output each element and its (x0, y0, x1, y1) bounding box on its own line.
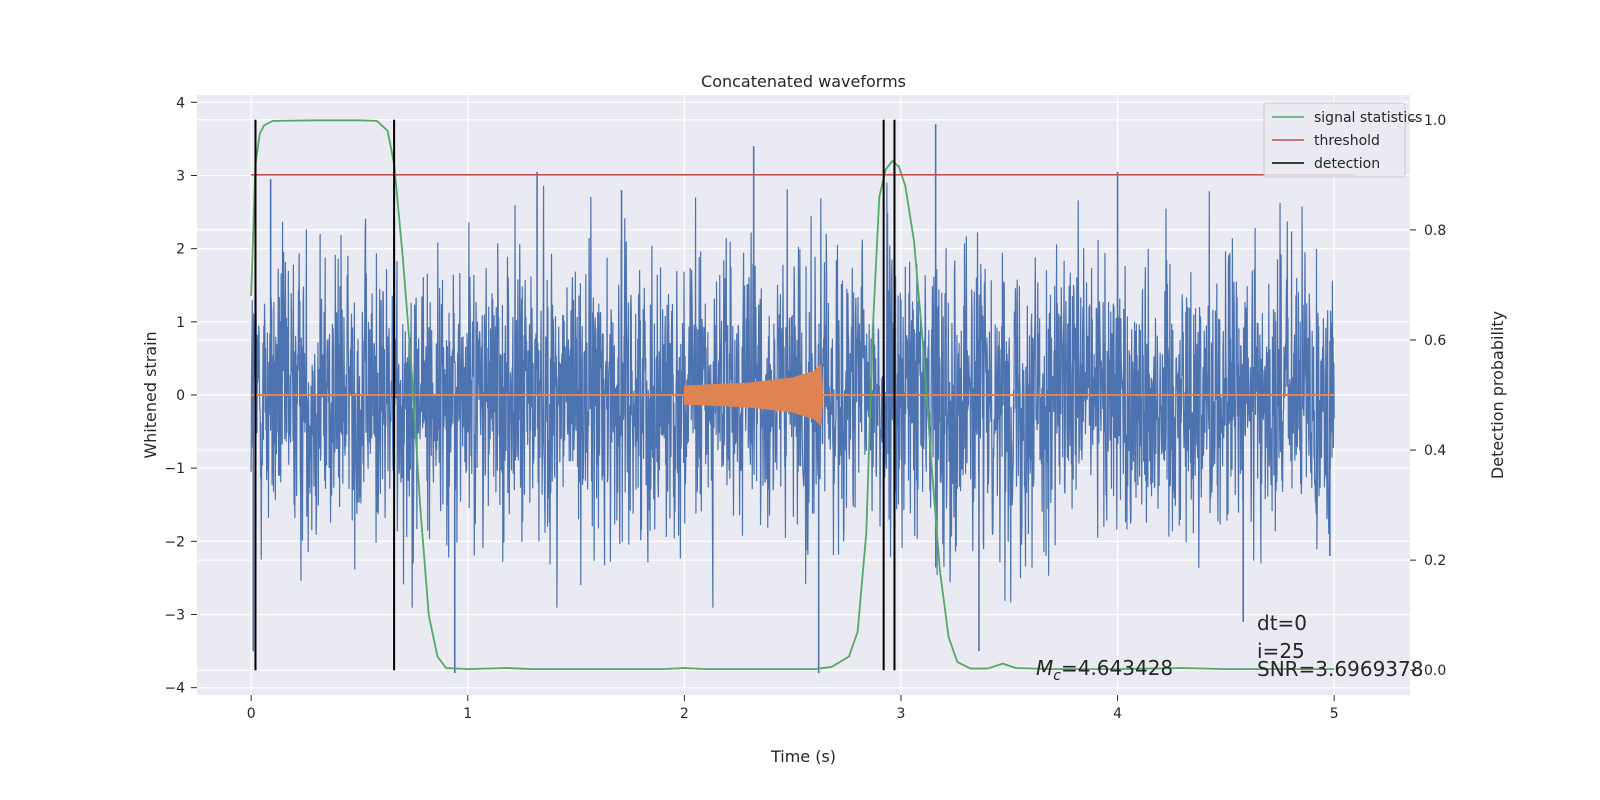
y2-tick-label: 0.6 (1424, 333, 1446, 349)
y-tick-label: 1 (176, 315, 185, 331)
y2-axis-label: Detection probability (1488, 311, 1507, 479)
chirp-mass-symbol: M (1036, 656, 1053, 680)
y-axis-label: Whitened strain (141, 331, 160, 458)
chirp-mass-subscript: c (1053, 668, 1061, 684)
x-tick-label: 4 (1113, 706, 1122, 722)
x-axis-label: Time (s) (770, 747, 836, 766)
y-tick-label: −3 (164, 608, 185, 624)
detection-overlay (250, 119, 1356, 671)
annotation-i: i=25 (1257, 639, 1305, 663)
chirp-mass-value: =4.643428 (1061, 656, 1173, 680)
chart-title: Concatenated waveforms (701, 72, 906, 91)
y2-tick-label: 0.4 (1424, 443, 1446, 459)
x-tick-label: 5 (1330, 706, 1339, 722)
annotation-chirp-mass: Mc=4.643428 (1036, 656, 1173, 684)
legend-label-detection: detection (1314, 156, 1380, 172)
y2-tick-label: 1.0 (1424, 113, 1446, 129)
y-tick-label: −1 (164, 461, 185, 477)
y-tick-label: 3 (176, 168, 185, 184)
x-tick-label: 3 (897, 706, 906, 722)
legend: signal statistics threshold detection (1263, 102, 1422, 178)
y2-tick-label: 0.2 (1424, 553, 1446, 569)
legend-label-threshold: threshold (1314, 133, 1380, 149)
x-tick-label: 2 (680, 706, 689, 722)
y-tick-label: 4 (176, 95, 185, 111)
y-tick-label: 0 (176, 388, 185, 404)
waveform-chirp (683, 364, 824, 426)
x-tick-label: 0 (247, 706, 256, 722)
legend-box (1263, 102, 1406, 178)
legend-label-signal-statistics: signal statistics (1314, 110, 1422, 126)
y2-tick-label: 0.8 (1424, 223, 1446, 239)
injected-waveform-series (251, 364, 1335, 426)
y-tick-label: −2 (164, 534, 185, 550)
annotation-dt: dt=0 (1257, 611, 1307, 635)
annotation-snr: SNR=3.6969378 (1257, 657, 1423, 681)
signal-statistics-line (250, 119, 1335, 671)
y-tick-label: 2 (176, 242, 185, 258)
y-tick-label: −4 (164, 681, 185, 697)
y2-tick-label: 0.0 (1424, 663, 1446, 679)
axis-ticks: 0 1 2 3 4 5 4 3 2 1 0 −1 −2 −3 −4 1.0 0.8 0.6 0.4 0.2 0.0 (164, 95, 1446, 722)
x-tick-label: 1 (463, 706, 472, 722)
